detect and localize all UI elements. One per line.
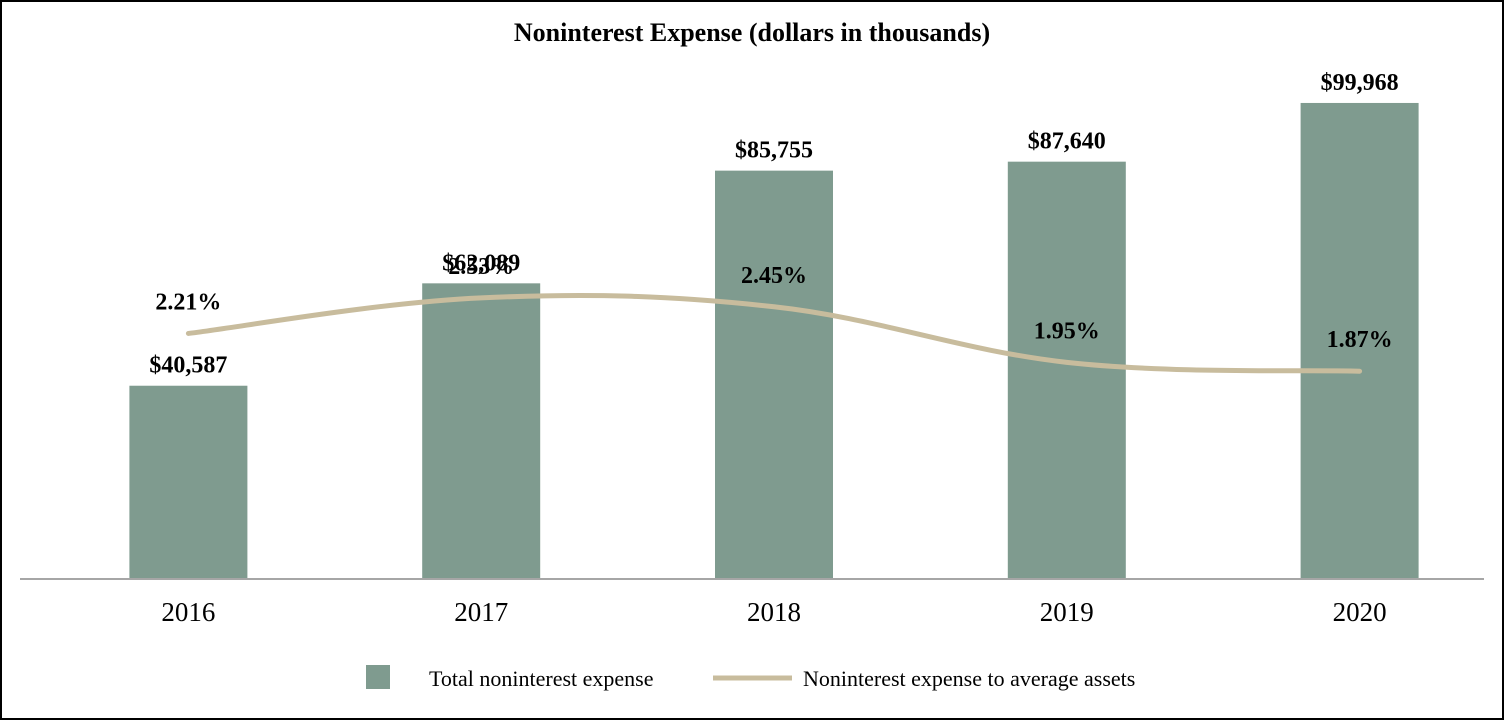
- bar-label-2018: $85,755: [735, 138, 813, 164]
- x-tick-2020: 2020: [1333, 597, 1387, 627]
- line-label-2020: 1.87%: [1327, 327, 1393, 353]
- x-tick-2017: 2017: [454, 597, 508, 627]
- bar-2020: [1300, 102, 1419, 579]
- line-label-2017: 2.53%: [448, 254, 514, 280]
- x-tick-2018: 2018: [747, 597, 801, 627]
- bar-label-2019: $87,640: [1028, 129, 1106, 155]
- line-label-2016: 2.21%: [155, 289, 221, 315]
- line-value-labels: 2.21% 2.53% 2.45% 1.95% 1.87%: [155, 254, 1392, 353]
- x-tick-labels: 2016 2017 2018 2019 2020: [161, 597, 1386, 627]
- line-series: [185, 292, 1363, 374]
- x-tick-2016: 2016: [161, 597, 215, 627]
- bar-2019: [1007, 161, 1126, 579]
- line-label-2018: 2.45%: [741, 263, 807, 289]
- bar-2018: [715, 170, 833, 579]
- legend-bar-swatch: [366, 665, 390, 689]
- legend-line-label: Noninterest expense to average assets: [803, 666, 1135, 691]
- bar-label-2020: $99,968: [1321, 70, 1399, 96]
- x-tick-2019: 2019: [1040, 597, 1094, 627]
- line-label-2019: 1.95%: [1034, 318, 1100, 344]
- bar-2017: [422, 283, 541, 579]
- legend: Total noninterest expense Noninterest ex…: [366, 665, 1135, 691]
- bar-label-2017: $62,089: [442, 250, 520, 276]
- legend-bar-label: Total noninterest expense: [429, 666, 654, 691]
- bar-value-labels: $40,587 $62,089 $85,755 $87,640 $99,968: [149, 70, 1398, 379]
- bar-series: [129, 102, 1419, 579]
- bar-label-2016: $40,587: [149, 353, 227, 379]
- chart-title: Noninterest Expense (dollars in thousand…: [514, 18, 990, 47]
- bar-2016: [129, 385, 248, 579]
